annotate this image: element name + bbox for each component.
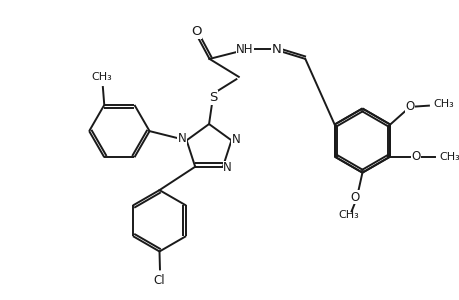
Text: O: O [411,150,420,163]
Text: N: N [223,161,231,174]
Text: N: N [177,132,186,146]
Text: N: N [272,43,281,56]
Text: S: S [208,91,217,104]
Text: CH₃: CH₃ [337,210,358,220]
Text: CH₃: CH₃ [433,99,453,109]
Text: O: O [404,100,414,113]
Text: O: O [350,191,359,204]
Text: NH: NH [235,43,253,56]
Text: CH₃: CH₃ [91,72,112,82]
Text: CH₃: CH₃ [439,152,459,162]
Text: N: N [231,133,240,146]
Text: O: O [190,25,201,38]
Text: Cl: Cl [153,274,165,287]
